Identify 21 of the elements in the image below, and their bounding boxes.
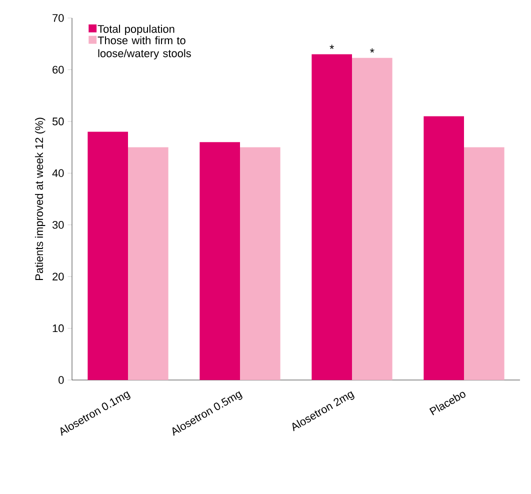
y-tick-label: 70 [52,14,64,22]
legend-label: Total population [98,24,174,36]
bar [352,58,392,380]
bar [88,132,128,380]
y-tick-label: 0 [58,376,64,384]
y-tick-label: 40 [52,169,64,178]
y-tick-label: 60 [52,66,64,74]
bar [464,147,504,380]
y-tick-label: 50 [52,118,64,126]
bar [200,142,240,380]
bar [424,116,464,380]
bar [312,54,352,380]
bar [240,147,280,380]
annotation: * [370,48,374,53]
y-axis-title: Patients improved at week 12 (%) [34,118,46,280]
legend-label: Those with firm to loose/watery stools [98,36,191,60]
annotation: * [330,44,334,49]
bar [128,147,168,380]
y-tick-label: 10 [52,324,64,332]
y-tick-label: 30 [52,220,64,229]
y-tick-label: 20 [52,272,64,280]
